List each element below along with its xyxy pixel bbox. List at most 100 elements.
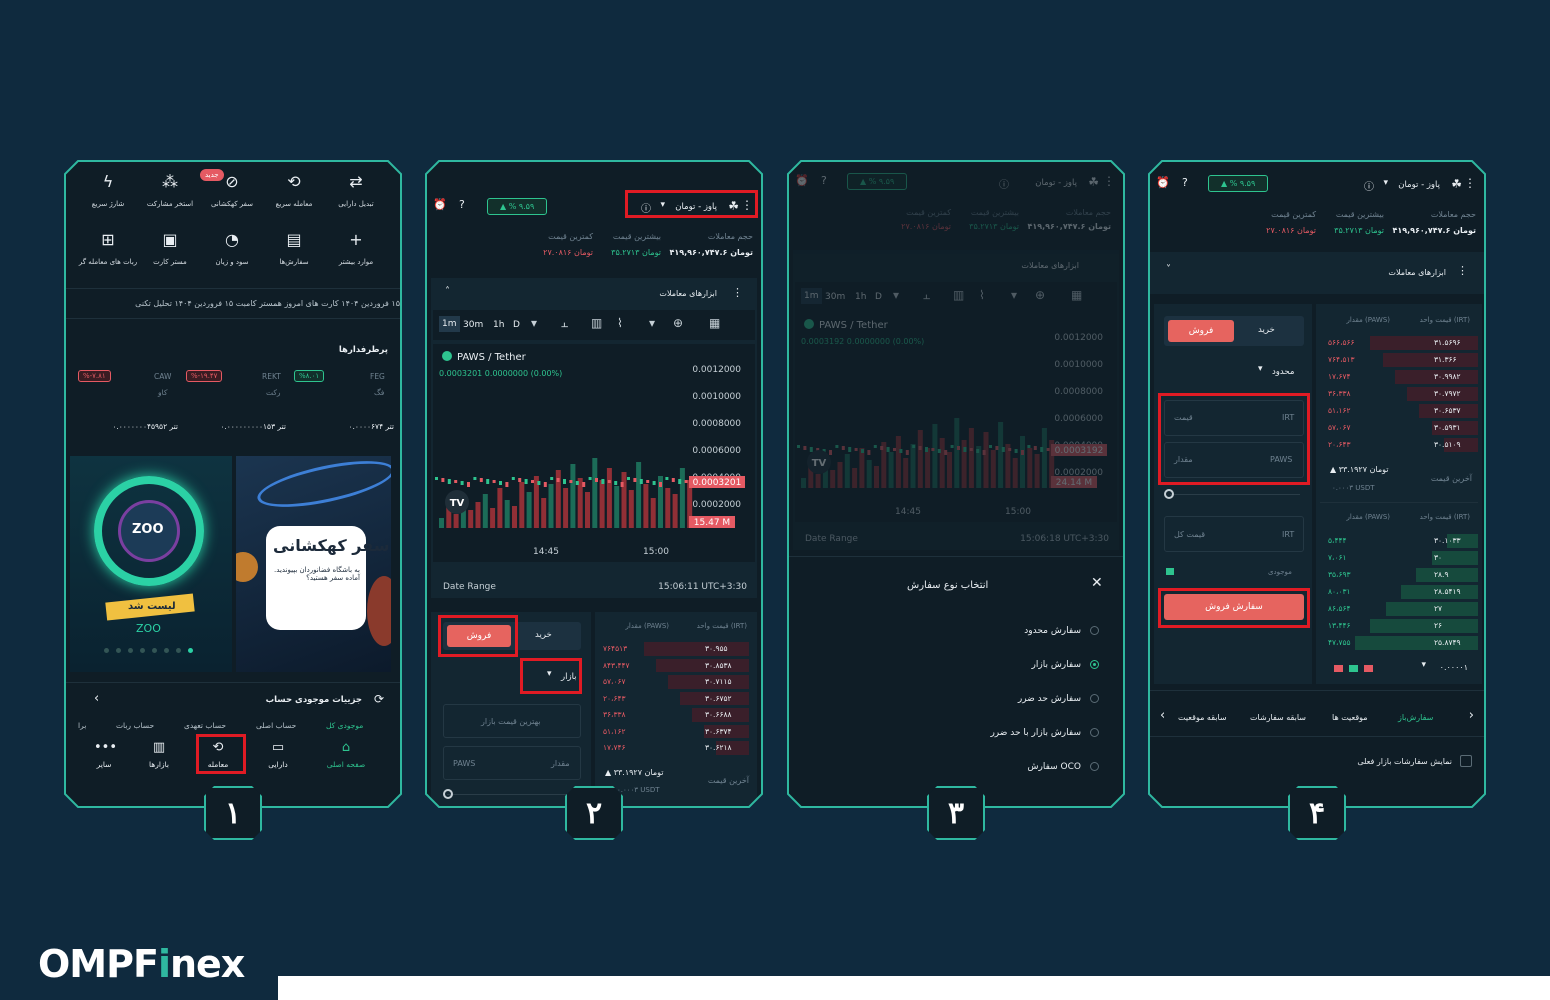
quick-action-icon[interactable]: ⊘ [225, 172, 239, 191]
timeframe-option[interactable]: 30m [825, 292, 846, 302]
buy-tab[interactable]: خرید [1258, 325, 1275, 335]
chart-tool-icon[interactable]: ▾ [1011, 288, 1018, 302]
chart-tool-icon[interactable]: ▦ [1071, 288, 1083, 302]
timeframe-option[interactable]: 30m [463, 320, 484, 330]
quick-action-label[interactable]: شارژ سریع [91, 200, 125, 208]
ob-price[interactable]: ۳۰.۶۳۷۴ [705, 726, 732, 736]
ob-price[interactable]: ۳۰.۵۱۰۹ [1434, 440, 1461, 449]
precision-select[interactable]: ۰.۰۰۰۰۱ [1439, 663, 1468, 672]
quick-action-icon[interactable]: ⇄ [349, 172, 363, 191]
alarm-icon[interactable]: ⏰ [433, 198, 447, 211]
tabs-prev-icon[interactable]: ‹ [1160, 708, 1166, 723]
orders-tab[interactable]: سابقه موقعیت [1178, 713, 1227, 722]
quick-action-label[interactable]: مستر کارت [153, 258, 187, 266]
ob-price[interactable]: ۳۰.۷۹۷۲ [1434, 389, 1461, 398]
chevron-left-icon[interactable]: ‹ [94, 691, 100, 706]
ob-price[interactable]: ۳۰.۸۵۳۸ [705, 660, 732, 670]
sell-tab[interactable]: فروش [1168, 320, 1234, 342]
view-mode-asks-icon[interactable] [1334, 665, 1343, 672]
nav-icon[interactable]: ▭ [271, 740, 285, 755]
chart-tool-icon[interactable]: ⌇ [617, 316, 623, 330]
nav-label[interactable]: سایر [96, 760, 112, 769]
account-tab[interactable]: موجودی کل [326, 721, 364, 730]
order-type-radio[interactable] [1090, 694, 1099, 703]
ob-price[interactable]: ۳۰.۱۰۳۳ [1434, 536, 1461, 545]
ob-price[interactable]: ۳۰.۶۷۵۲ [705, 693, 732, 703]
nav-label[interactable]: دارایی [268, 760, 288, 769]
buy-tab[interactable]: خرید [535, 630, 552, 640]
account-tab[interactable]: حساب تعهدی [184, 721, 227, 730]
order-type-limit[interactable]: محدود [1272, 367, 1295, 377]
galaxy-trip-banner[interactable]: سفر کهکشانی به باشگاه فضانوردان بپیوندید… [236, 456, 391, 672]
account-tab[interactable]: برا [78, 721, 87, 730]
quick-action-label[interactable]: تبدیل دارایی [338, 200, 374, 208]
ob-price[interactable]: ۲۸.۵۴۱۹ [1434, 587, 1461, 596]
view-mode-both-icon[interactable] [1364, 665, 1373, 672]
order-type-radio[interactable] [1090, 626, 1099, 635]
order-type-option[interactable]: سفارش بازار [1031, 660, 1081, 670]
ob-price[interactable]: ۳۰.۶۵۳۷ [1434, 406, 1461, 415]
help-icon[interactable]: ? [1182, 176, 1188, 189]
ob-price[interactable]: ۲۷ [1434, 604, 1443, 613]
ob-price[interactable]: ۳۰.۹۹۸۲ [1434, 372, 1461, 381]
tools-more-icon[interactable]: ⋮ [732, 286, 743, 299]
more-vertical-icon[interactable]: ⋮ [1464, 176, 1476, 190]
alarm-icon[interactable]: ⏰ [1156, 176, 1170, 189]
ob-price[interactable]: ۳۰.۵۹۳۱ [1434, 423, 1461, 432]
quick-action-icon[interactable]: ϟ [102, 172, 114, 191]
timeframe-option[interactable]: D [875, 292, 882, 302]
nav-label[interactable]: بازارها [149, 760, 169, 769]
gainer-symbol[interactable]: REKT [262, 372, 281, 381]
zoo-listing-banner[interactable]: ZOO لیست شد ZOO [70, 456, 232, 672]
chevron-down-icon[interactable]: ▾ [1383, 178, 1388, 188]
gainer-symbol[interactable]: CAW [154, 372, 172, 381]
order-type-option[interactable]: سفارش محدود [1024, 626, 1081, 636]
chart-tool-icon[interactable]: ▾ [531, 316, 538, 330]
nav-icon[interactable]: ••• [94, 740, 118, 755]
quick-action-label[interactable]: سود و زیان [215, 258, 249, 266]
chart-tool-icon[interactable]: ▾ [649, 316, 656, 330]
price-chart[interactable]: 0.0012000 0.0010000 0.0008000 0.0006000 0.00… [433, 344, 755, 562]
chevron-down-icon[interactable]: ˅ [1166, 264, 1171, 275]
orders-tab[interactable]: موقعیت ها [1332, 713, 1368, 722]
order-type-option[interactable]: سفارش OCO [1027, 762, 1081, 772]
timeframe-option[interactable]: 1h [493, 320, 505, 330]
order-type-option[interactable]: سفارش بازار با حد ضرر [990, 728, 1081, 738]
orders-tab[interactable]: سفارش‌باز [1398, 713, 1434, 722]
ob-price[interactable]: ۲۵.۸۷۴۹ [1434, 638, 1461, 647]
quick-action-label[interactable]: ربات های معامله گر [78, 258, 138, 266]
chart-tool-icon[interactable]: ▥ [591, 316, 603, 330]
gainer-symbol[interactable]: FEG [370, 372, 385, 381]
quick-action-icon[interactable]: ⁂ [162, 172, 178, 191]
chart-tool-icon[interactable]: ⊕ [1035, 288, 1046, 302]
quick-action-icon[interactable]: ▣ [162, 230, 178, 249]
amount-slider-handle[interactable] [1164, 489, 1174, 499]
chart-tool-icon[interactable]: ⌇ [979, 288, 985, 302]
order-type-option[interactable]: سفارش حد ضرر [1017, 694, 1081, 704]
chevron-up-icon[interactable]: ˄ [445, 286, 450, 297]
quick-action-icon[interactable]: ◔ [225, 230, 239, 249]
nav-icon[interactable]: ⌂ [341, 740, 351, 755]
quick-action-label[interactable]: سفر کهکشانی [210, 200, 254, 208]
quick-action-icon[interactable]: ⟲ [287, 172, 301, 191]
order-type-radio[interactable] [1090, 660, 1099, 669]
close-icon[interactable]: ✕ [1091, 575, 1103, 591]
nav-icon[interactable]: ⟲ [212, 740, 224, 755]
quick-action-icon[interactable]: ⊞ [101, 230, 115, 249]
quick-action-icon[interactable]: + [349, 230, 363, 249]
chart-tool-icon[interactable]: ▾ [893, 288, 900, 302]
chart-tool-icon[interactable]: ⫠ [923, 288, 931, 302]
ob-price[interactable]: ۳۰.۶۲۱۸ [705, 743, 732, 752]
pair-selector[interactable]: پاوز - تومان [1398, 180, 1440, 190]
ob-price[interactable]: ۲۸.۹ [1434, 570, 1449, 579]
info-icon[interactable]: ⓘ [1364, 182, 1374, 193]
chart-tool-icon[interactable]: ⊕ [673, 316, 684, 330]
news-ticker[interactable]: ۱۵ فروردین ۱۴۰۴ کارت های امروز همستر کام… [135, 299, 400, 308]
chart-tool-icon[interactable]: ▥ [953, 288, 965, 302]
ob-price[interactable]: ۳۱.۳۶۶ [1434, 355, 1457, 364]
tools-more-icon[interactable]: ⋮ [1457, 264, 1468, 277]
ob-price[interactable]: ۳۰.۶۶۸۸ [705, 710, 732, 719]
chart-tool-icon[interactable]: ⫠ [561, 316, 569, 330]
order-type-radio[interactable] [1090, 728, 1099, 737]
account-tab[interactable]: حساب اصلی [256, 721, 297, 730]
